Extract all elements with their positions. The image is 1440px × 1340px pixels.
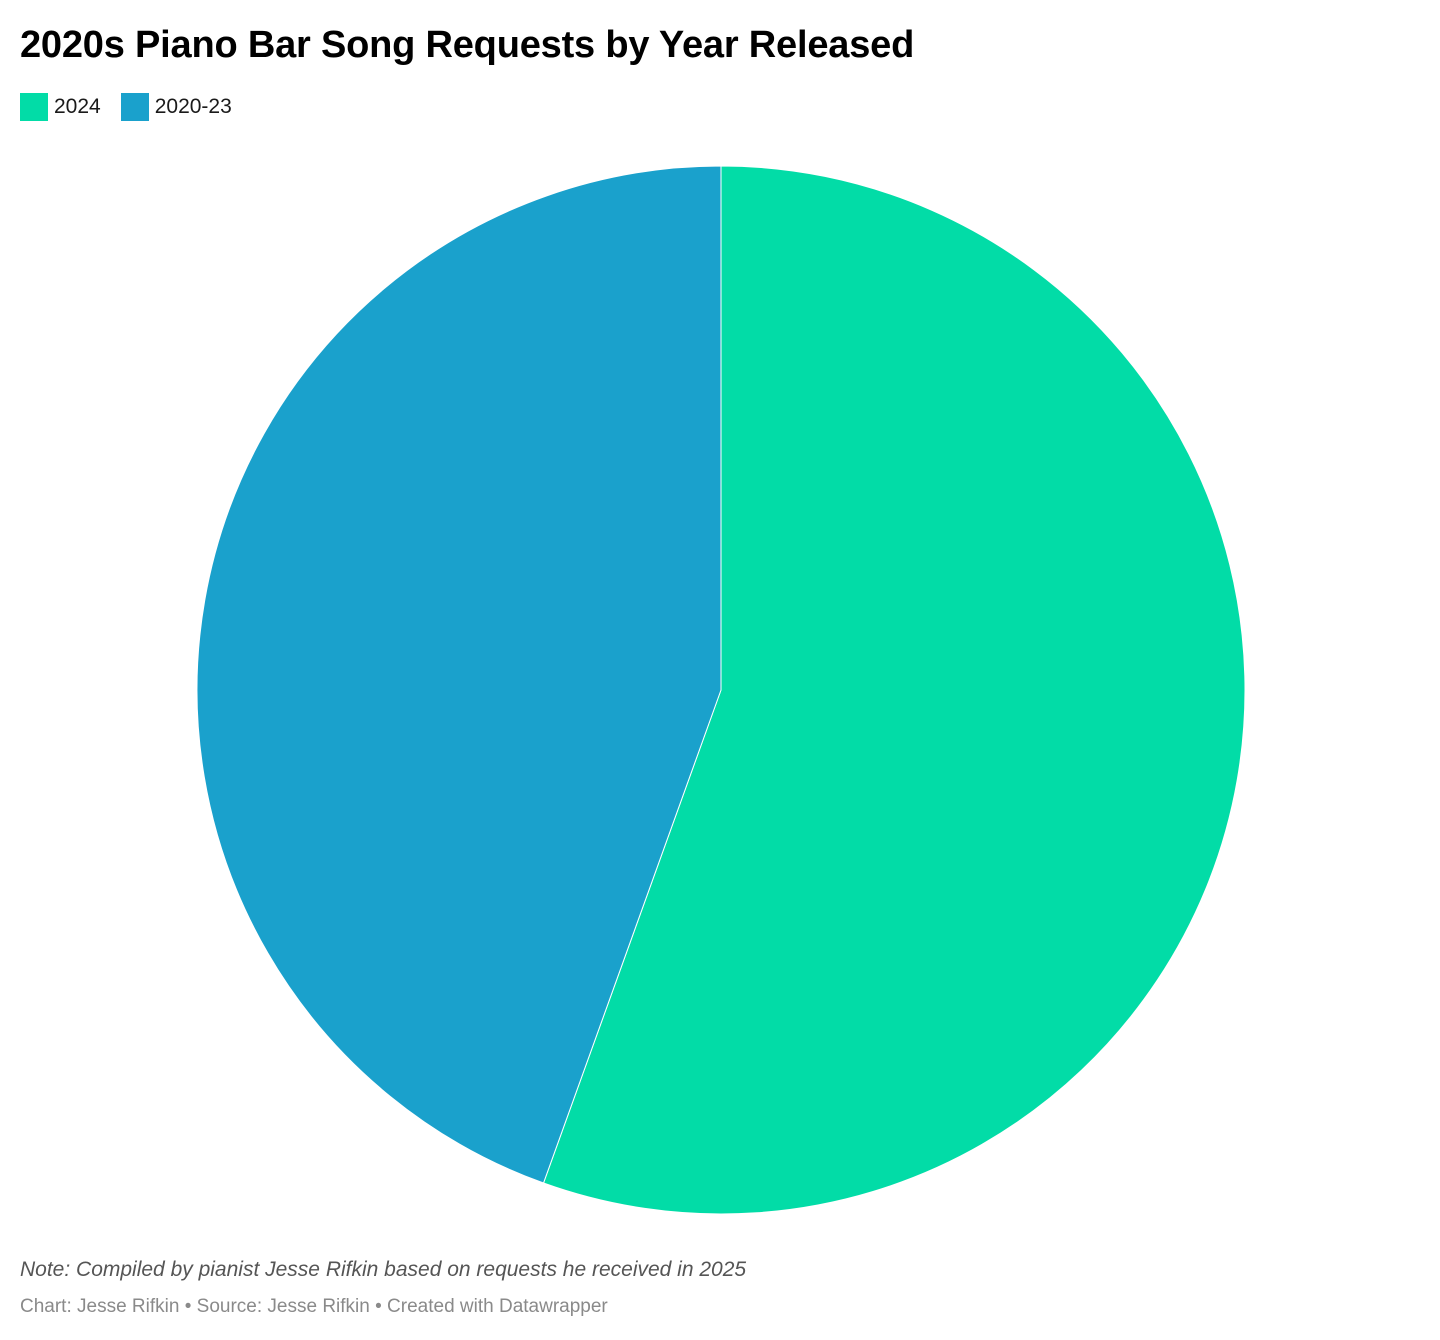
chart-note: Note: Compiled by pianist Jesse Rifkin b… — [20, 1258, 747, 1281]
pie-slices — [196, 165, 1246, 1215]
chart-footer: Chart: Jesse Rifkin • Source: Jesse Rifk… — [20, 1296, 608, 1317]
legend-item-2024: 2024 — [20, 93, 101, 121]
legend: 2024 2020-23 — [20, 93, 252, 121]
chart-title: 2020s Piano Bar Song Requests by Year Re… — [20, 24, 915, 66]
legend-swatch-2024 — [20, 93, 48, 121]
pie-slice-2024 — [543, 165, 1246, 1215]
pie-slice-2020-23 — [196, 165, 722, 1184]
legend-label-2020-23: 2020-23 — [154, 95, 232, 118]
legend-swatch-2020-23 — [120, 93, 149, 121]
legend-item-2020-23: 2020-23 — [120, 93, 232, 121]
legend-label-2024: 2024 — [54, 95, 101, 118]
